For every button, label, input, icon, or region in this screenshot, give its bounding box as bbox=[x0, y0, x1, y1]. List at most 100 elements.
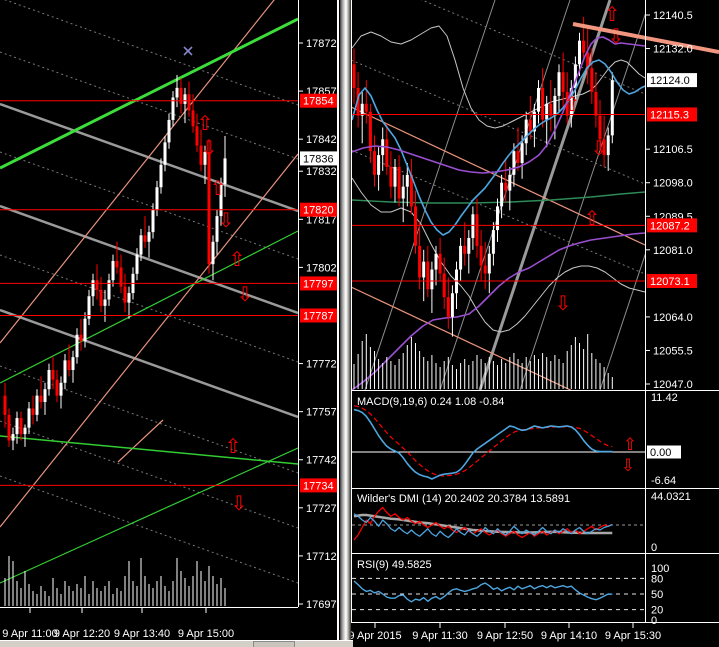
price-tick-label: 17872 bbox=[306, 38, 337, 50]
bull-candle bbox=[496, 206, 499, 231]
bear-candle bbox=[565, 91, 569, 116]
dmi-max-label: 44.0321 bbox=[651, 491, 691, 503]
dmi-min-label: 0 bbox=[651, 542, 657, 554]
bear-candle bbox=[602, 139, 606, 156]
signal-arrows: ⇧⇩⇧⇩⇧⇩ bbox=[555, 4, 625, 315]
bear-candle bbox=[356, 88, 360, 116]
price-badge bbox=[300, 308, 338, 323]
price-tick-label: 17712 bbox=[306, 551, 337, 563]
bull-candle bbox=[467, 237, 471, 254]
rsi-level-label: 20 bbox=[651, 605, 663, 617]
price-tick-label: 17842 bbox=[306, 134, 337, 146]
bear-candle bbox=[99, 289, 103, 306]
price-badge bbox=[647, 218, 697, 233]
bear-candle bbox=[561, 72, 565, 92]
bull-candle bbox=[103, 299, 107, 306]
right-chart-canvas[interactable]: ⇧⇩⇧⇩⇧⇩12140.512132.012106.512098.012089.… bbox=[351, 0, 719, 647]
price-badge bbox=[300, 93, 338, 108]
bear-candle bbox=[95, 280, 99, 290]
scrollbar-nub[interactable] bbox=[253, 641, 295, 647]
down-arrow-icon: ⇩ bbox=[555, 293, 572, 315]
bear-candle bbox=[3, 395, 7, 415]
price-badge bbox=[300, 478, 338, 493]
bull-candle bbox=[610, 80, 614, 136]
bear-candle bbox=[438, 253, 442, 274]
bull-candle bbox=[471, 214, 475, 238]
bull-candle bbox=[569, 88, 573, 116]
bull-candle bbox=[155, 187, 159, 210]
bull-candle bbox=[459, 245, 463, 270]
price-tick-label: 12132.0 bbox=[653, 44, 693, 56]
time-label: 9 Apr 12:20 bbox=[54, 628, 110, 640]
bear-candle bbox=[199, 145, 203, 165]
bull-candle bbox=[75, 334, 79, 358]
bull-candle bbox=[606, 135, 610, 156]
right-time-axis[interactable]: 9 Apr 2015 9 Apr 11:30 9 Apr 12:50 9 Apr 14… bbox=[351, 623, 661, 642]
rsi-level-label: 80 bbox=[651, 573, 663, 585]
bear-candle bbox=[119, 267, 123, 287]
price-tick-label: 12055.5 bbox=[653, 345, 693, 357]
bear-candle bbox=[39, 395, 43, 403]
bull-candle bbox=[401, 186, 405, 199]
left-price-axis[interactable]: 1787217857178421783217817178021777217757… bbox=[0, 0, 338, 611]
price-badge bbox=[300, 202, 338, 217]
bear-candle bbox=[55, 379, 59, 396]
bear-candle bbox=[115, 260, 119, 268]
bull-candle bbox=[71, 357, 75, 370]
price-badge-label: 17787 bbox=[303, 310, 334, 322]
bull-candle bbox=[107, 280, 111, 300]
dmi-pane[interactable]: Wilder's DMI (14) 20.2402 20.3784 13.589… bbox=[352, 491, 691, 554]
left-chart-window[interactable]: ⇧ ⇩ ⇧ ⇩ ⇧ ⇩ ⇧ ⇩ 17872 17857 17842 17832 17817 17802 17… bbox=[0, 0, 340, 647]
bull-candle bbox=[63, 360, 67, 383]
bear-candle bbox=[598, 115, 602, 140]
price-badge-label: 17820 bbox=[303, 205, 334, 217]
right-price-axis[interactable]: 12140.512132.012106.512098.012089.512081… bbox=[645, 10, 697, 391]
bull-candle bbox=[491, 230, 495, 254]
bull-candle bbox=[487, 253, 491, 274]
left-plot-area[interactable]: ⇧ ⇩ ⇧ ⇩ ⇧ ⇩ ⇧ ⇩ bbox=[0, 0, 298, 607]
window-splitter[interactable] bbox=[340, 0, 351, 647]
left-time-axis[interactable]: 9 Apr 11:009 Apr 12:20 9 Apr 13:40 9 Apr 1… bbox=[2, 608, 234, 640]
price-tick-label: 12106.5 bbox=[653, 144, 693, 156]
bull-candle bbox=[430, 269, 434, 290]
bull-candle bbox=[211, 241, 215, 265]
up-arrow-icon: ⇧ bbox=[225, 436, 242, 458]
price-badge bbox=[647, 273, 697, 288]
bear-candle bbox=[191, 110, 195, 127]
bull-candle bbox=[500, 182, 504, 207]
price-tick-label: 17817 bbox=[306, 214, 337, 226]
right-plot-area[interactable]: ⇧⇩⇧⇩⇧⇩ bbox=[351, 0, 719, 425]
macd-pane[interactable]: ⇧ ⇩ MACD(9,19,6) 0.24 1.08 -0.84 11.42 0.00 -… bbox=[352, 392, 681, 487]
bear-candle bbox=[67, 360, 71, 370]
candlesticks bbox=[3, 75, 227, 451]
bull-candle bbox=[175, 87, 179, 98]
right-chart-window[interactable]: ⇧ ⇩ ⇧ ⇩ ⇧ ⇩ 12140.5 12132.0 12106.5 12098.0 12089.… bbox=[351, 0, 719, 647]
bull-candle bbox=[215, 216, 219, 242]
price-badge-label: 12073.1 bbox=[650, 276, 690, 288]
bull-candle bbox=[91, 280, 95, 297]
price-tick-label: 12064.0 bbox=[653, 312, 693, 324]
time-label: 9 Apr 11:30 bbox=[412, 630, 467, 642]
bear-candle bbox=[426, 261, 430, 290]
macd-max-label: 11.42 bbox=[651, 392, 678, 404]
bear-candle bbox=[368, 111, 372, 152]
price-badge bbox=[300, 151, 338, 166]
bear-candle bbox=[207, 151, 211, 265]
time-label: 9 Apr 15:00 bbox=[178, 628, 234, 640]
price-tick-label: 17802 bbox=[306, 262, 337, 274]
left-chart-canvas[interactable]: ⇧⇩⇧⇩⇧⇩⇧⇩17872178571784217832178171780217… bbox=[0, 0, 340, 647]
bull-candle bbox=[360, 103, 364, 116]
bull-candle bbox=[35, 395, 39, 415]
bull-candle bbox=[524, 119, 528, 144]
bear-candle bbox=[187, 94, 191, 111]
price-tick-label: 17727 bbox=[306, 503, 337, 515]
bear-candle bbox=[414, 206, 417, 246]
bull-candle bbox=[159, 164, 163, 188]
bull-candle bbox=[87, 296, 91, 319]
bull-candle bbox=[450, 293, 454, 317]
bear-candle bbox=[504, 182, 508, 191]
up-arrow-icon: ⇧ bbox=[197, 113, 214, 135]
bear-candle bbox=[31, 408, 35, 415]
bull-candle bbox=[151, 209, 155, 233]
